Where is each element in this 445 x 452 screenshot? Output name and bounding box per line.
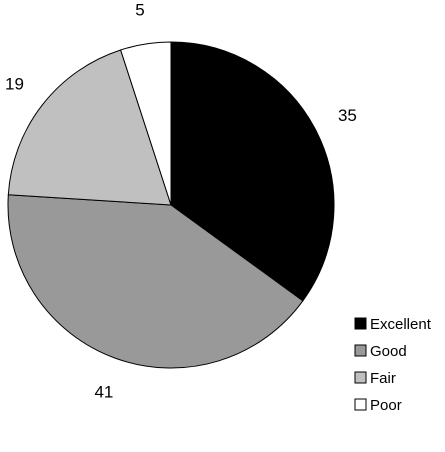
legend-label-poor: Poor: [370, 397, 402, 414]
legend-swatch-excellent: [354, 317, 367, 330]
pie-slices: [7, 41, 335, 369]
data-label-excellent: 35: [338, 106, 357, 125]
legend-swatch-poor: [354, 398, 367, 411]
pie-slice-good: [7, 194, 304, 369]
data-labels: 35 41 19 5: [5, 0, 357, 401]
legend-swatch-fair: [354, 371, 367, 384]
pie-slice-poor: [119, 41, 172, 206]
legend-swatch-good: [354, 344, 367, 357]
legend-label-fair: Fair: [370, 370, 396, 387]
legend: Excellent Good Fair Poor: [354, 316, 432, 414]
legend-item-excellent: Excellent: [354, 316, 432, 333]
pie-slice-fair: [7, 49, 172, 206]
legend-item-good: Good: [354, 343, 407, 360]
legend-label-good: Good: [370, 343, 407, 360]
pie-slice-excellent: [170, 41, 335, 302]
legend-item-poor: Poor: [354, 397, 402, 414]
data-label-poor: 5: [135, 0, 144, 19]
data-label-good: 41: [94, 382, 113, 401]
data-label-fair: 19: [5, 75, 24, 94]
legend-item-fair: Fair: [354, 370, 396, 387]
legend-label-excellent: Excellent: [370, 316, 432, 333]
